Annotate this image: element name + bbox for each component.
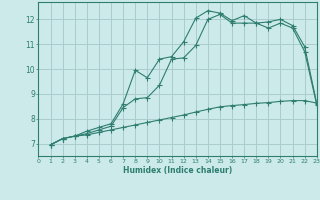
X-axis label: Humidex (Indice chaleur): Humidex (Indice chaleur)	[123, 166, 232, 175]
